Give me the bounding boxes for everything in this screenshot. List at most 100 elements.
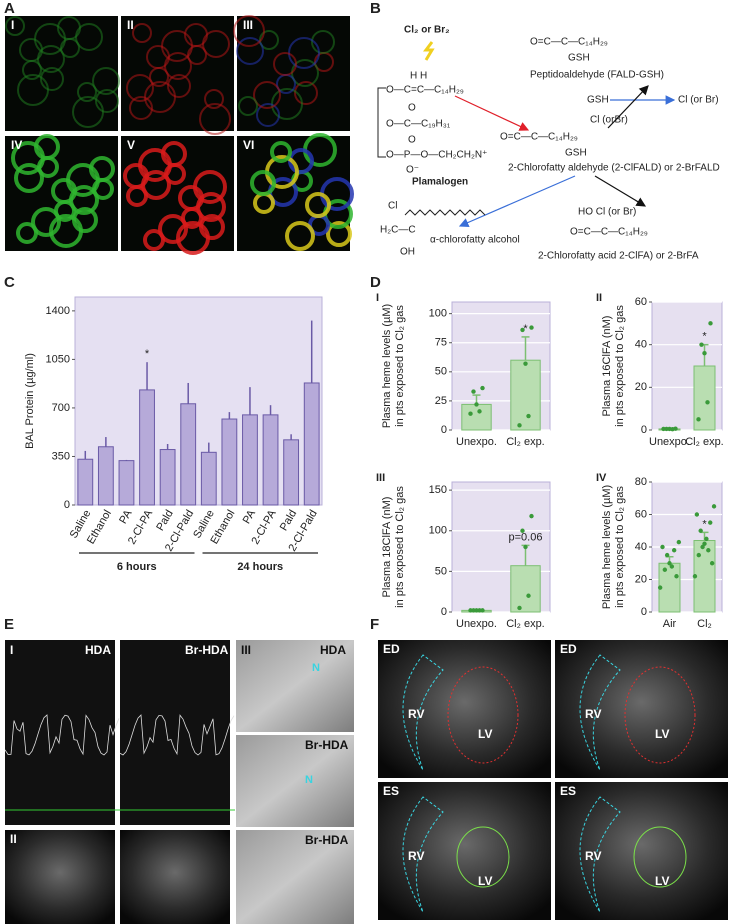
cell — [253, 81, 281, 109]
compound-name: Plamalogen — [412, 177, 468, 188]
echo-image — [555, 782, 728, 920]
y-tick-label: 0 — [441, 606, 447, 618]
image-label: N — [312, 662, 320, 674]
chem-text: O—C=C—C₁₄H₂₉ — [386, 85, 464, 96]
image-label: V — [127, 138, 135, 152]
image-label: I — [11, 18, 14, 32]
chem-text: Cl (or Br) — [678, 95, 719, 106]
annotation: * — [702, 331, 707, 343]
y-tick-label: 25 — [435, 395, 447, 407]
image-label: Br-HDA — [185, 643, 229, 657]
image-label: Br-HDA — [305, 833, 349, 847]
micrograph — [5, 136, 118, 251]
doppler-trace — [119, 714, 235, 756]
x-tick-label: Unexpo. — [456, 436, 497, 448]
image-label: N — [305, 774, 313, 786]
x-tick-label: Cl₂ exp. — [506, 618, 545, 630]
data-point — [526, 413, 531, 419]
chem-text: Cl — [388, 201, 397, 212]
image — [236, 735, 354, 827]
cell — [326, 221, 352, 247]
data-point — [696, 417, 701, 422]
image-label: IV — [11, 138, 22, 152]
y-tick-label: 80 — [635, 476, 647, 488]
data-point — [520, 528, 525, 533]
arrow — [458, 175, 576, 228]
cell — [146, 45, 170, 69]
image — [120, 830, 230, 924]
bar — [180, 403, 197, 506]
x-tick-label: PA — [241, 507, 259, 526]
y-tick-label: 0 — [641, 424, 647, 436]
cell — [92, 67, 120, 95]
chem-text: H₂C—C — [380, 225, 416, 236]
data-point — [692, 574, 698, 579]
chem-text: OH — [400, 247, 415, 258]
rv-trace — [579, 796, 621, 913]
cell — [176, 221, 210, 255]
plot-background — [74, 296, 323, 506]
data-point — [477, 608, 482, 613]
lv-trace — [447, 666, 519, 764]
cell — [285, 221, 315, 251]
bar — [139, 389, 155, 506]
image-label: Br-HDA — [305, 738, 349, 752]
cell — [270, 141, 292, 163]
compound-name: 2-Chlorofatty aldehyde (2-ClFALD) or 2-B… — [508, 163, 720, 174]
data-point — [520, 327, 525, 333]
chem-text: O—C—C₁₉H₃₁ — [386, 119, 451, 130]
bar — [159, 449, 176, 506]
echo-image — [378, 640, 551, 778]
x-tick-label: Unexpo. — [456, 618, 497, 630]
chart-title: III — [376, 472, 385, 484]
chem-text: GSH — [587, 95, 609, 106]
arrow — [607, 85, 649, 129]
rv-trace — [402, 654, 444, 771]
arrow — [594, 175, 647, 207]
group-label: 6 hours — [117, 561, 157, 573]
cell — [143, 229, 165, 251]
cell — [311, 30, 335, 54]
cell — [273, 52, 297, 76]
chem-text: Cl (orBr) — [590, 115, 628, 126]
lv-trace — [456, 826, 510, 888]
cell — [236, 37, 264, 65]
chem-text: O=C—C—C₁₄H₂₉ — [500, 132, 578, 143]
data-point — [662, 567, 668, 572]
cell — [31, 207, 61, 237]
y-tick-label: 50 — [435, 565, 447, 577]
bar — [303, 382, 320, 506]
echo-image — [378, 782, 551, 920]
chain — [404, 209, 486, 216]
data-point — [671, 548, 677, 553]
cell — [19, 38, 43, 62]
y-axis-label: in pts exposed to Cl₂ gas — [614, 305, 626, 427]
compound-name: Peptidoaldehyde (FALD-GSH) — [530, 70, 664, 81]
image-label: ES — [560, 784, 576, 798]
cell — [178, 185, 204, 211]
data-point — [674, 574, 679, 579]
chem-text: GSH — [568, 53, 590, 64]
data-point — [523, 361, 528, 366]
chart-title: IV — [596, 472, 607, 484]
cell — [126, 74, 154, 102]
data-point — [529, 513, 534, 519]
bar — [510, 359, 541, 431]
y-tick-label: 50 — [435, 366, 447, 378]
data-point — [669, 564, 675, 569]
panel-letter: D — [370, 274, 381, 291]
data-point — [711, 504, 717, 509]
data-point — [696, 552, 701, 558]
chem-text: O=C—C—C₁₄H₂₉ — [570, 227, 648, 238]
x-tick-label: Unexpo. — [649, 436, 690, 448]
bar — [118, 460, 135, 506]
bar — [461, 403, 492, 431]
panel-b: Cl₂ or Br₂ H H O—C=C—C₁₄H₂₉ O O—C—C₁₉H₃₁… — [377, 25, 720, 262]
chart-title: I — [376, 292, 379, 304]
image-label: III — [243, 18, 253, 32]
y-tick-label: 60 — [635, 296, 647, 308]
image-label: LV — [478, 874, 492, 888]
image-label: HDA — [85, 643, 111, 657]
bar — [262, 414, 279, 506]
data-point — [661, 426, 666, 432]
